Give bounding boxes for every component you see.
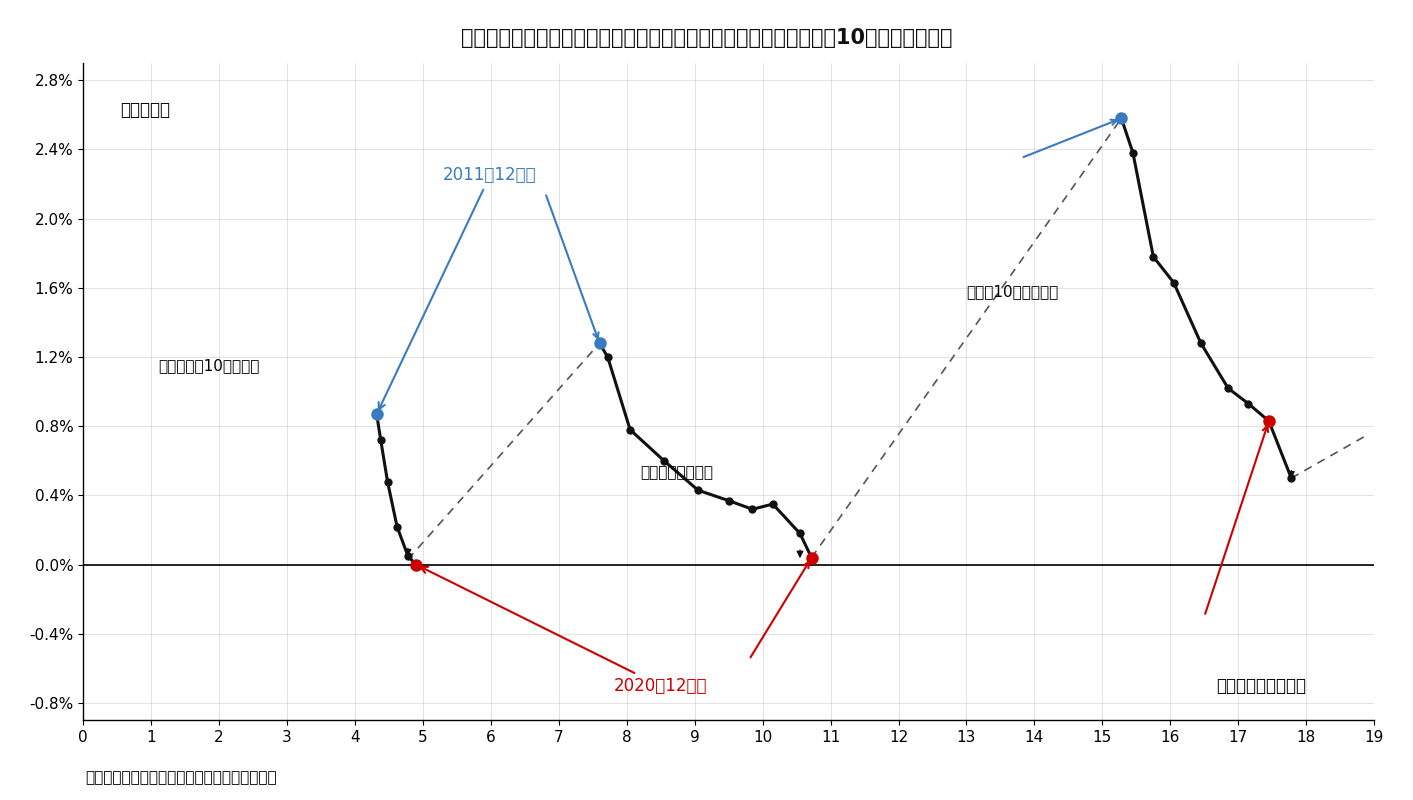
Text: 2020年12月末: 2020年12月末 bbox=[421, 567, 708, 695]
Text: 「残存10年超のみ」: 「残存10年超のみ」 bbox=[966, 284, 1058, 299]
Text: 修正デュレーション: 修正デュレーション bbox=[1217, 677, 1306, 695]
Text: 「残存１～10年のみ」: 「残存１～10年のみ」 bbox=[158, 358, 259, 373]
Text: （財務省、日本証券業協会のデータから推計）: （財務省、日本証券業協会のデータから推計） bbox=[85, 770, 277, 786]
Text: 図表１：日本国債の期待収益率と修正デュレーションの推移（過去10年間の年末値）: 図表１：日本国債の期待収益率と修正デュレーションの推移（過去10年間の年末値） bbox=[461, 28, 952, 48]
Text: 「残存１年以上」: 「残存１年以上」 bbox=[640, 466, 714, 481]
Text: 期待収益率: 期待収益率 bbox=[120, 101, 171, 119]
Text: 2011年12月末: 2011年12月末 bbox=[379, 166, 537, 410]
